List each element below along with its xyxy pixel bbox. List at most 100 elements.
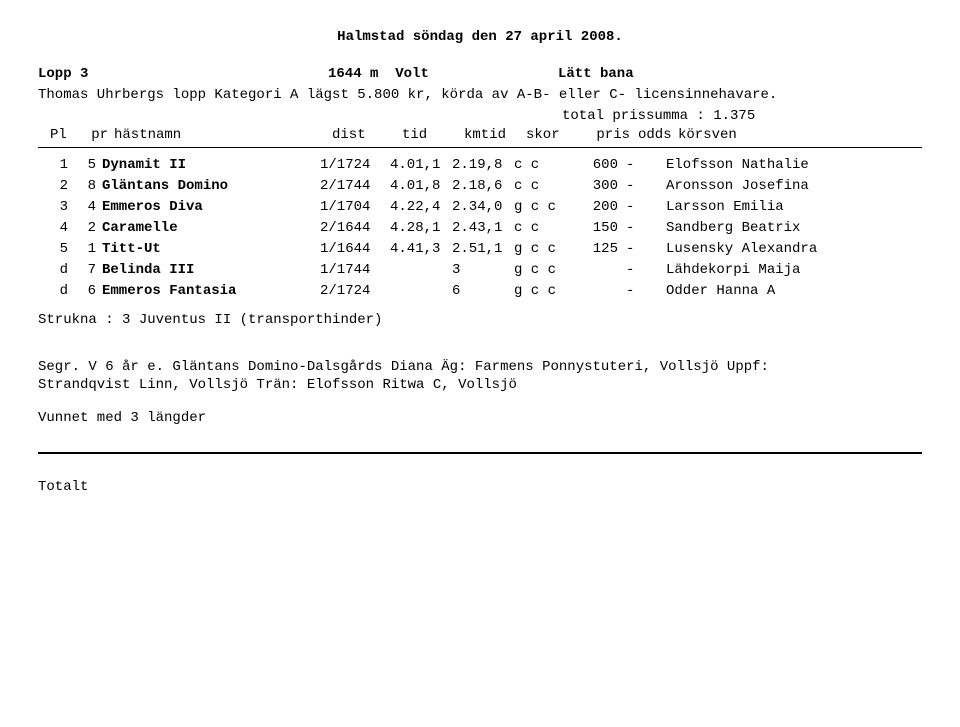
footer-line-2: Strandqvist Linn, Vollsjö Trän: Elofsson…	[38, 376, 922, 395]
cell-pl: 2	[38, 177, 68, 196]
footer-block: Segr. V 6 år e. Gläntans Domino-Dalsgård…	[38, 358, 922, 429]
cell-skor: c c	[514, 219, 562, 238]
cell-odds: -	[626, 156, 666, 175]
divider-top	[38, 147, 922, 148]
hdr-pl: Pl	[38, 126, 80, 145]
cell-pris: 300	[562, 177, 626, 196]
cell-pr: 6	[68, 282, 102, 301]
cell-tid	[390, 282, 452, 301]
race-distance: 1644 m	[328, 66, 378, 82]
cell-pl: 5	[38, 240, 68, 259]
cell-dist: 2/1744	[320, 177, 390, 196]
cell-pr: 4	[68, 198, 102, 217]
cell-kmtid: 2.19,8	[452, 156, 514, 175]
cell-name: Belinda III	[102, 261, 320, 280]
cell-pr: 5	[68, 156, 102, 175]
race-header: Lopp 3 1644 m Volt Lätt bana	[38, 65, 922, 84]
table-row: 34Emmeros Diva1/17044.22,42.34,0g c c200…	[38, 198, 922, 217]
cell-name: Dynamit II	[102, 156, 320, 175]
cell-tid: 4.01,8	[390, 177, 452, 196]
cell-name: Caramelle	[102, 219, 320, 238]
divider-bottom	[38, 452, 922, 454]
cell-name: Emmeros Fantasia	[102, 282, 320, 301]
cell-tid: 4.41,3	[390, 240, 452, 259]
cell-pris: 150	[562, 219, 626, 238]
cell-odds: -	[626, 240, 666, 259]
table-row: d6Emmeros Fantasia2/17246g c c-Odder Han…	[38, 282, 922, 301]
cell-dist: 1/1724	[320, 156, 390, 175]
cell-name: Titt-Ut	[102, 240, 320, 259]
cell-dist: 1/1704	[320, 198, 390, 217]
cell-pr: 1	[68, 240, 102, 259]
hdr-skor: skor	[526, 126, 574, 145]
cell-pl: d	[38, 261, 68, 280]
table-row: d7Belinda III1/1744 3g c c -Lähdekorpi Mai…	[38, 261, 922, 280]
cell-driver: Lusensky Alexandra	[666, 240, 922, 259]
cell-pris	[562, 282, 626, 301]
strukna-line: Strukna : 3 Juventus II (transporthinder…	[38, 311, 922, 330]
hdr-name: hästnamn	[114, 126, 332, 145]
cell-pl: d	[38, 282, 68, 301]
cell-tid: 4.28,1	[390, 219, 452, 238]
hdr-kmtid: kmtid	[464, 126, 526, 145]
cell-kmtid: 6	[452, 282, 514, 301]
header-row-1: total prissumma : 1.375	[38, 107, 922, 126]
cell-dist: 1/1644	[320, 240, 390, 259]
cell-skor: c c	[514, 156, 562, 175]
cell-skor: c c	[514, 177, 562, 196]
cell-dist: 1/1744	[320, 261, 390, 280]
race-start: Volt	[395, 66, 429, 82]
cell-dist: 2/1644	[320, 219, 390, 238]
cell-pl: 1	[38, 156, 68, 175]
table-row: 15Dynamit II1/17244.01,12.19,8c c600-Elo…	[38, 156, 922, 175]
cell-kmtid: 2.18,6	[452, 177, 514, 196]
header-row-2: Pl pr hästnamn dist tid kmtid skor pris …	[38, 126, 922, 145]
cell-skor: g c c	[514, 282, 562, 301]
cell-odds: -	[626, 282, 666, 301]
cell-driver: Larsson Emilia	[666, 198, 922, 217]
cell-pr: 8	[68, 177, 102, 196]
cell-driver: Aronsson Josefina	[666, 177, 922, 196]
cell-skor: g c c	[514, 240, 562, 259]
cell-driver: Lähdekorpi Maija	[666, 261, 922, 280]
cell-driver: Odder Hanna A	[666, 282, 922, 301]
cell-name: Emmeros Diva	[102, 198, 320, 217]
hdr-tid: tid	[402, 126, 464, 145]
page-title: Halmstad söndag den 27 april 2008.	[38, 28, 922, 47]
hdr-pr: pr	[80, 126, 114, 145]
cell-kmtid: 2.34,0	[452, 198, 514, 217]
cell-odds: -	[626, 198, 666, 217]
hdr-dist: dist	[332, 126, 402, 145]
cell-pris: 200	[562, 198, 626, 217]
hdr-odds: odds	[638, 126, 678, 145]
cell-pr: 7	[68, 261, 102, 280]
footer-line-1: Segr. V 6 år e. Gläntans Domino-Dalsgård…	[38, 358, 922, 377]
cell-dist: 2/1724	[320, 282, 390, 301]
cell-pl: 3	[38, 198, 68, 217]
table-row: 51Titt-Ut1/16444.41,32.51,1g c c125-Luse…	[38, 240, 922, 259]
table-row: 28Gläntans Domino2/17444.01,82.18,6c c30…	[38, 177, 922, 196]
cell-tid: 4.22,4	[390, 198, 452, 217]
footer-line-3: Vunnet med 3 längder	[38, 409, 922, 428]
cell-tid	[390, 261, 452, 280]
table-row: 42Caramelle2/16444.28,12.43,1c c150-Sand…	[38, 219, 922, 238]
cell-name: Gläntans Domino	[102, 177, 320, 196]
cell-kmtid: 2.43,1	[452, 219, 514, 238]
hdr-pris: pris	[574, 126, 638, 145]
race-track: Lätt bana	[558, 65, 634, 84]
cell-pris: 600	[562, 156, 626, 175]
cell-tid: 4.01,1	[390, 156, 452, 175]
cell-odds: -	[626, 261, 666, 280]
cell-odds: -	[626, 219, 666, 238]
hdr-korsven: körsven	[678, 126, 922, 145]
cell-driver: Sandberg Beatrix	[666, 219, 922, 238]
cell-pl: 4	[38, 219, 68, 238]
cell-pris: 125	[562, 240, 626, 259]
cell-pris	[562, 261, 626, 280]
cell-skor: g c c	[514, 261, 562, 280]
total-prissumma: total prissumma : 1.375	[562, 107, 922, 126]
race-subtitle: Thomas Uhrbergs lopp Kategori A lägst 5.…	[38, 86, 922, 105]
cell-kmtid: 3	[452, 261, 514, 280]
cell-odds: -	[626, 177, 666, 196]
totalt-label: Totalt	[38, 478, 922, 497]
